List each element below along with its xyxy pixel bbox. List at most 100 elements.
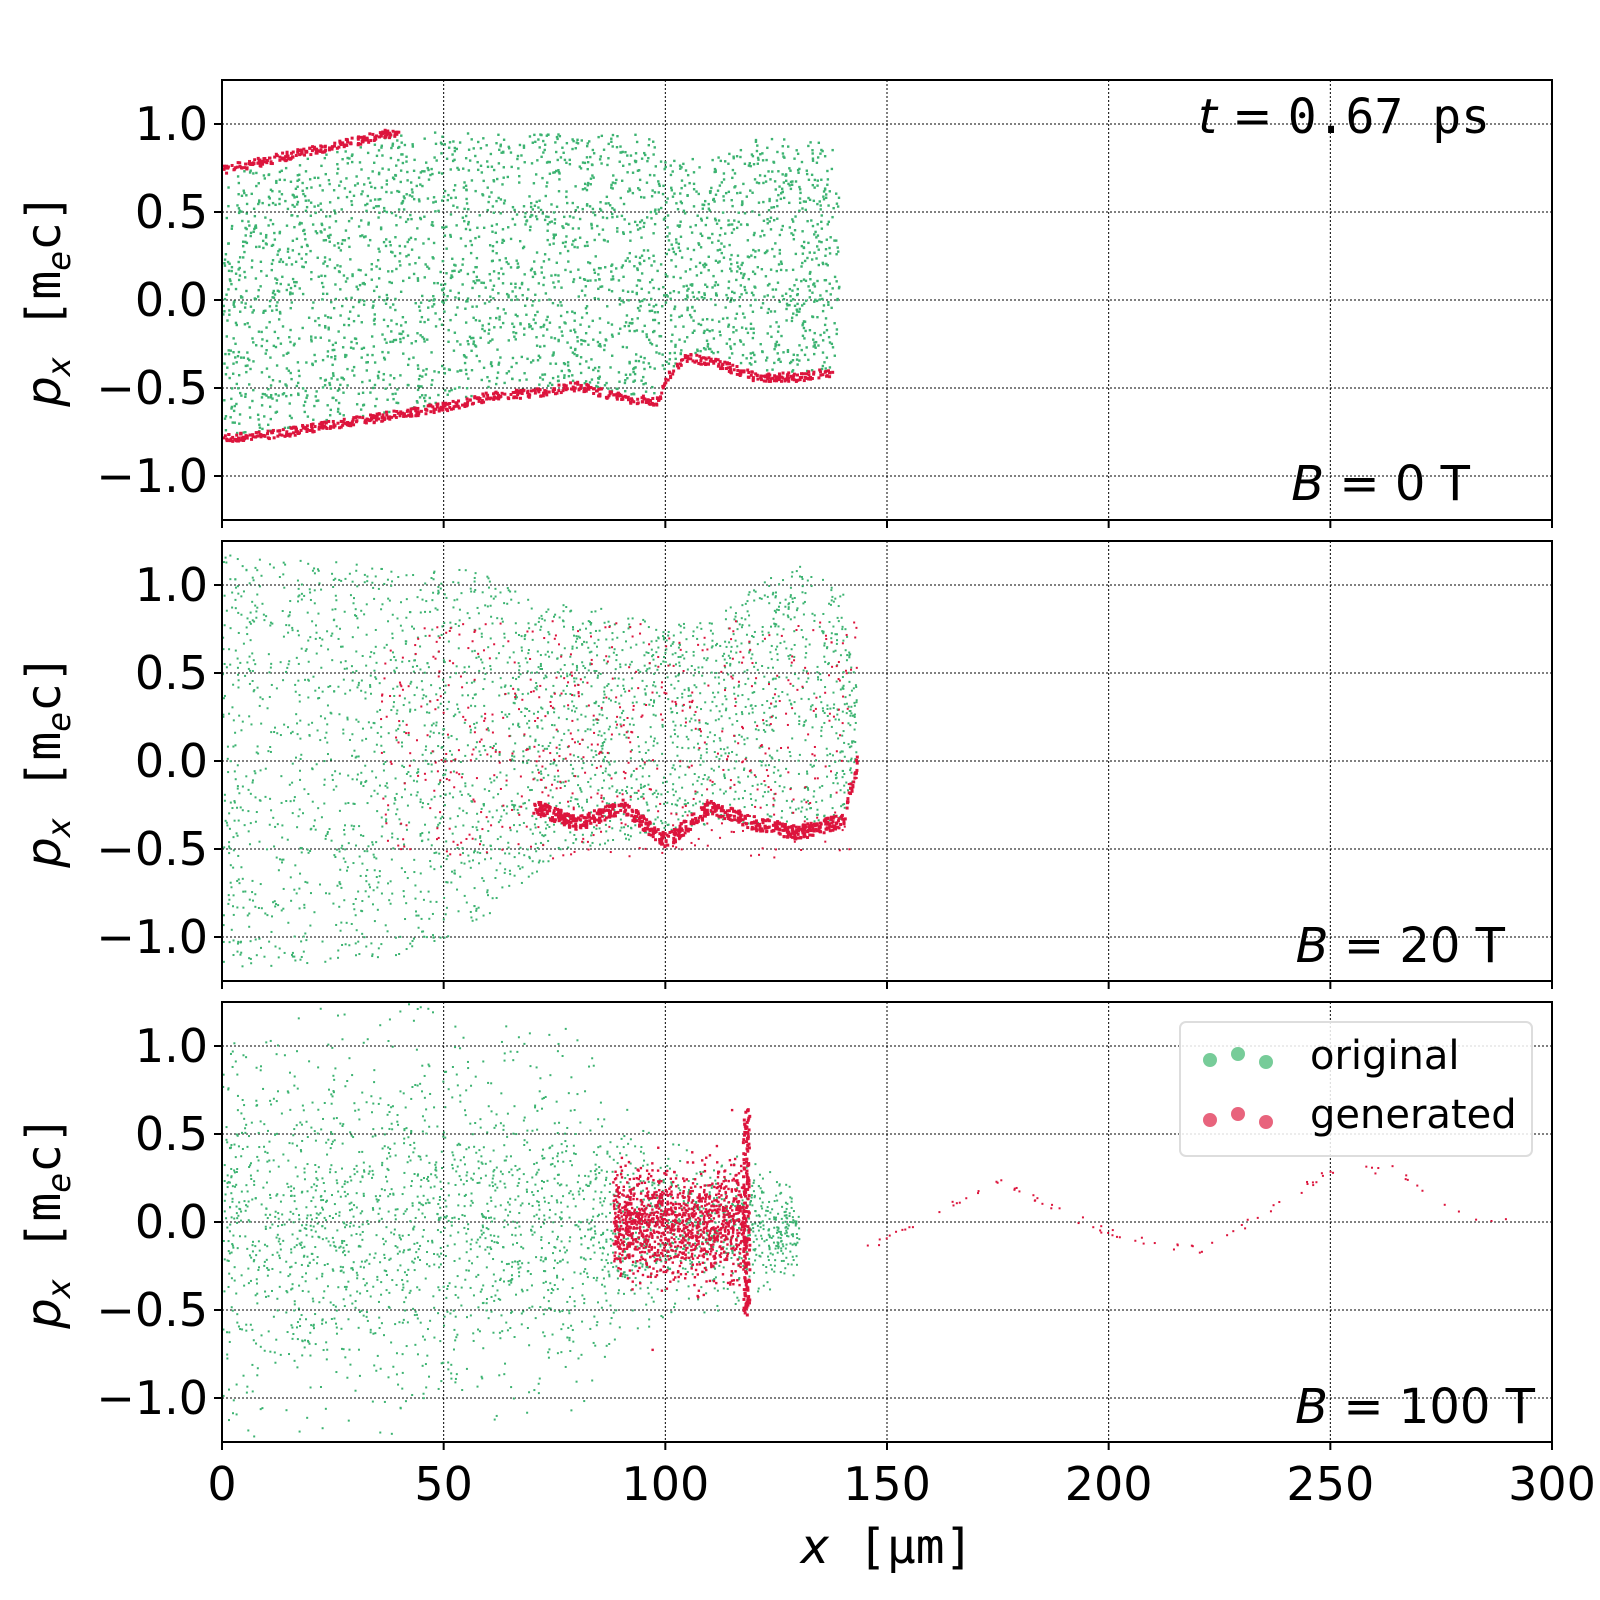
data-point-original [726,746,729,749]
data-point-original [261,427,264,431]
data-point-original [411,195,414,198]
data-point-original [449,168,452,171]
data-point-original [585,627,588,630]
data-point-original [817,248,820,251]
data-point-original [536,650,539,653]
data-point-original [350,922,353,925]
data-point-original [569,655,572,658]
data-point-original [365,361,368,364]
data-point-original [483,302,487,305]
data-point-original [608,787,611,790]
data-point-original [709,191,712,195]
data-point-original [469,728,472,731]
data-point-original [311,223,315,226]
data-point-original [672,764,675,767]
data-point-original [596,804,599,807]
data-point-original [628,251,631,255]
data-point-generated [361,416,365,420]
data-point-generated [649,399,653,403]
data-point-original [351,671,354,674]
data-point-original [714,281,718,284]
data-point-original [843,703,846,706]
data-point-original [768,220,771,223]
data-point-original [334,212,337,215]
data-point-original [782,351,785,354]
data-point-original [737,220,740,224]
data-point-original [606,163,609,167]
data-point-generated [630,398,634,402]
data-point-original [688,810,691,813]
data-point-original [610,333,614,336]
data-point-original [714,644,717,647]
data-point-original [324,172,327,176]
data-point-original [298,173,301,176]
data-point-original [296,629,299,632]
data-point-original [397,727,400,730]
data-point-original [688,313,692,317]
data-point-generated [438,408,442,412]
data-point-original [328,201,332,204]
data-point-original [509,151,513,154]
data-point-original [727,286,730,290]
data-point-original [521,246,525,250]
data-point-original [490,191,493,194]
data-point-generated [345,138,349,142]
data-point-original [733,219,736,222]
data-point-original [335,923,338,926]
data-point-original [268,305,272,308]
data-point-original [849,759,852,762]
data-point-original [713,200,716,203]
data-point-original [590,227,594,230]
data-point-original [235,431,239,435]
data-point-original [731,750,734,753]
data-point-original [459,343,462,346]
data-point-original [287,283,290,286]
data-point-original [389,340,392,344]
data-point-original [376,908,379,911]
data-point-original [798,209,801,212]
data-point-generated [492,397,496,401]
data-point-original [244,392,247,396]
data-point-original [432,201,435,204]
data-point-original [331,363,334,367]
data-point-original [617,279,621,282]
data-point-original [382,763,385,766]
data-point-original [279,282,282,286]
data-point-original [654,208,657,211]
data-point-original [766,249,769,252]
data-point-original [514,338,517,341]
data-point-original [509,829,512,832]
data-point-original [591,148,595,152]
data-point-original [232,337,235,340]
data-point-original [370,651,373,654]
data-point-original [530,267,534,270]
data-point-original [302,404,306,407]
data-point-original [297,369,301,372]
data-point-original [327,328,330,331]
data-point-generated [241,438,245,442]
data-point-original [231,591,234,594]
data-point-original [394,338,398,342]
data-point-original [271,189,274,193]
data-point-original [736,261,739,264]
data-point-original [223,399,226,402]
data-point-original [610,137,613,140]
data-point-original [563,374,566,377]
data-point-original [405,155,408,158]
data-point-original [423,276,426,279]
data-point-original [637,169,641,172]
data-point-original [798,185,801,189]
data-point-original [353,374,356,377]
data-point-original [318,686,321,689]
data-point-original [820,240,823,244]
data-point-generated [672,369,676,373]
data-point-original [679,192,682,195]
data-point-original [401,161,405,165]
data-point-original [597,233,601,236]
data-point-original [577,775,580,778]
data-point-original [680,179,684,182]
data-point-original [577,268,580,271]
data-point-generated [290,151,294,155]
data-point-original [323,228,326,231]
data-point-original [666,197,669,200]
